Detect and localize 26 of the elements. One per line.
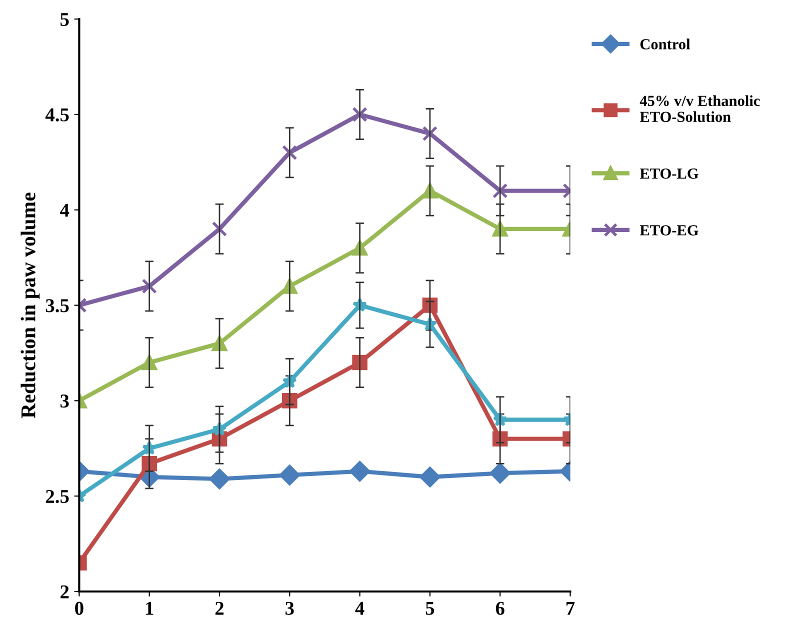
point (209, 468, 230, 490)
y-tick-label: 3.5 (46, 299, 69, 312)
x-tick-label: 1 (146, 602, 154, 615)
y-tick-label: 4.5 (45, 108, 69, 122)
x-tick-label: 3 (286, 602, 294, 615)
point (212, 221, 228, 237)
x-tick-label: 4 (355, 602, 364, 615)
y-tick-label: 3 (60, 394, 69, 408)
y-axis-title: Reduction in paw volume (20, 192, 40, 418)
x-tick-label: 6 (496, 602, 504, 615)
point (490, 462, 510, 484)
x-tick-label: 7 (566, 602, 575, 615)
x-tick-label: 0 (75, 602, 84, 615)
y-tick-label: 5 (60, 13, 69, 26)
point (279, 464, 300, 486)
legend-label: ETO-LG (640, 168, 698, 179)
point (350, 461, 370, 482)
y-tick-label: 2 (60, 585, 69, 598)
legend-label: 45% v/v Ethanolic ETO-Solution (640, 95, 760, 122)
x-tick-label: 2 (215, 602, 224, 615)
point (420, 466, 440, 488)
legend-label: Control (640, 38, 690, 50)
x-tick-label: 5 (426, 602, 434, 615)
legend-label: ETO-EG (640, 225, 698, 236)
y-tick-label: 4 (60, 204, 70, 217)
y-tick-label: 2.5 (46, 490, 69, 504)
